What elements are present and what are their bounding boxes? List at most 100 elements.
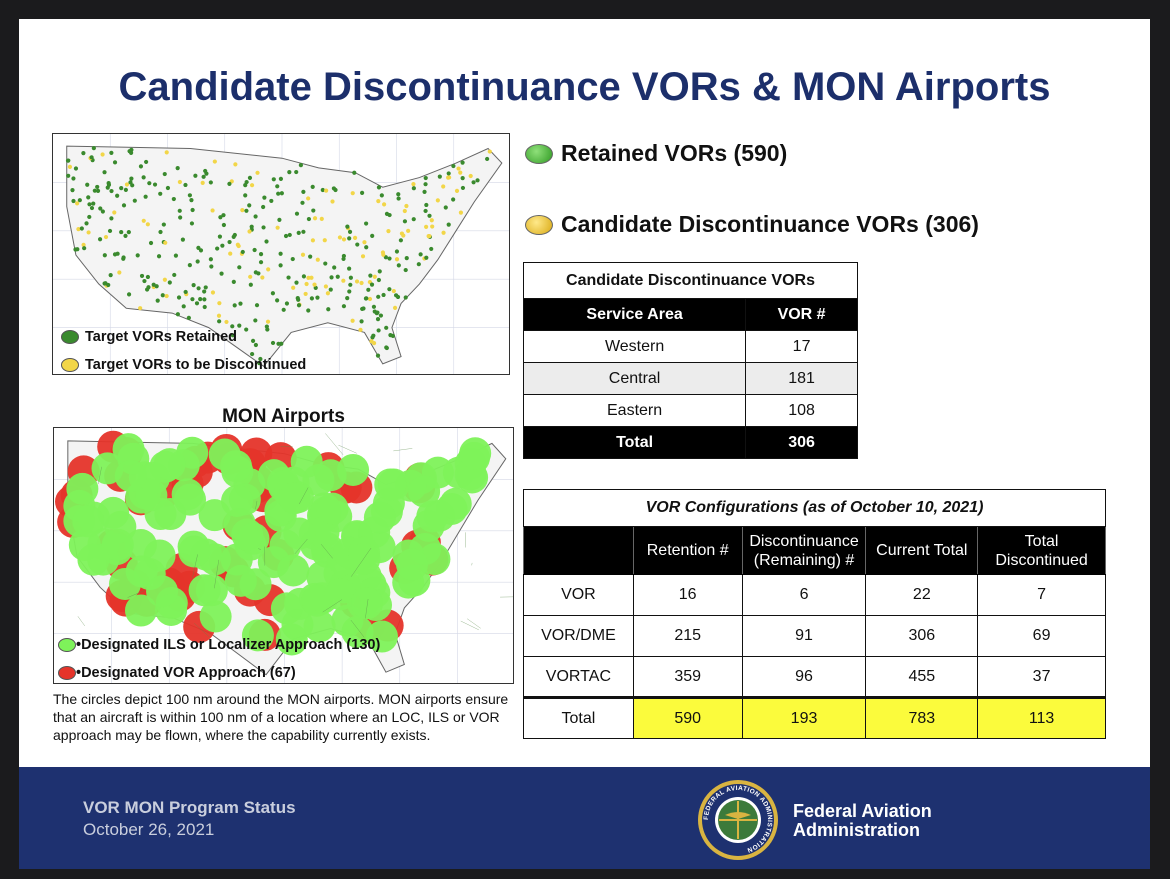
vor-dot [253,342,259,348]
vor-dot [341,278,346,283]
vor-dot [423,175,428,181]
vor-dot [237,323,242,328]
vor-dot [341,253,346,259]
yellow-dot-icon [61,358,79,372]
vor-dot [238,301,243,306]
vor-dot [487,149,492,154]
vor-dot [411,217,416,222]
vor-dot [115,251,120,256]
vor-dot [112,210,117,215]
ils-approach-circle [324,578,357,611]
vor-dot [291,285,296,290]
vor-dot [384,211,390,216]
vor-dot [310,238,316,243]
table-row: Eastern 108 [522,394,858,427]
vor-dot [295,296,300,301]
vor-dot [177,179,182,185]
key-candidate: Candidate Discontinuance VORs (306) [525,211,979,238]
vor-dot [341,237,347,242]
vor-dot [424,255,429,260]
vor-dot [217,301,222,306]
ils-approach-circle [459,437,492,470]
vor-dot [70,188,75,193]
vor-dot [189,198,194,203]
vor-dot [460,185,466,191]
vor-dot [335,274,340,279]
vor-dot [418,252,423,257]
vor-dot [443,205,448,210]
vor-dot [369,282,375,287]
vor-dot [190,207,195,213]
light-green-dot-icon [58,638,76,652]
vor-dot [391,288,396,294]
vor-dot [243,193,248,198]
table-cell: 783 [865,696,979,739]
vor-dot [382,202,387,207]
vor-dot [210,290,216,295]
vor-dot [201,174,206,179]
vor-dot [202,297,207,302]
yellow-dot-icon [525,214,553,235]
vor-dot [196,245,201,250]
ils-approach-circle [77,543,110,576]
vor-dot [328,287,333,292]
vor-dot [386,229,391,234]
vor-dot [67,164,73,170]
ils-approach-circle [220,450,253,483]
vor-dot [221,213,226,218]
ils-approach-circle [270,592,303,625]
vor-dot [298,163,304,168]
vor-dot [164,150,169,155]
vor-dot [172,272,177,278]
vor-dot [82,246,87,251]
legend-vor-approach-label: •Designated VOR Approach (67) [76,665,296,681]
vor-dot [379,193,384,198]
vor-dot [369,339,374,344]
vor-dot [264,239,269,244]
ils-approach-circle [124,594,157,627]
vor-dot [454,188,460,194]
vor-dot [396,263,401,268]
vor-dot [377,269,382,274]
vor-dot [446,222,451,227]
table-row: Central 181 [522,362,858,395]
state-lines [77,433,513,638]
vor-dot [370,335,375,340]
vor-dot [86,230,91,235]
vor-dot [129,176,134,181]
header-service-area: Service Area [522,298,747,331]
vor-dot [371,304,377,309]
vor-dot [306,196,311,201]
vor-dot [423,182,428,187]
table-cell: Central [522,362,747,395]
ils-approach-circle [241,619,274,652]
vor-dot [362,240,367,245]
vor-dot [427,213,432,218]
vor-dot [231,279,236,285]
vor-dot [364,221,369,226]
vor-dot [124,182,130,187]
vor-dot [210,208,215,213]
config-table-caption: VOR Configurations (as of October 10, 20… [523,489,1106,527]
vor-dot [126,230,131,235]
us-vor-map-graphic [53,134,509,374]
ils-approach-circle [114,459,147,492]
vor-dot [396,192,401,197]
vor-dot [258,251,264,257]
vor-dot [278,251,283,256]
vor-dot [290,256,295,262]
vor-dot [230,333,235,338]
vor-dot [103,234,109,240]
vor-dot [294,169,299,175]
vor-dot [376,294,381,299]
vor-dot [253,318,258,323]
candidate-vor-table: Candidate Discontinuance VORs Service Ar… [522,262,858,459]
legend-ils: •Designated ILS or Localizer Approach (1… [58,637,380,653]
key-retained: Retained VORs (590) [525,140,787,167]
vor-dot [294,280,299,285]
vor-dot [232,303,237,308]
vor-dot [154,284,159,289]
header-total-discontinued: Total Discontinued [977,526,1106,575]
vor-dot [447,175,452,180]
ils-approach-circle [125,555,158,588]
